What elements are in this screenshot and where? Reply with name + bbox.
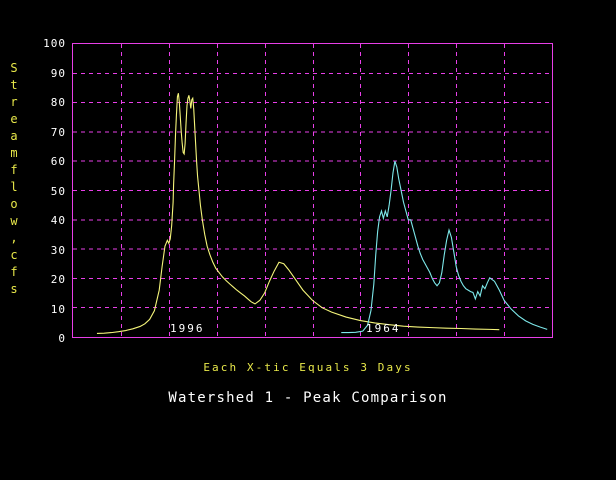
y-tick-label: 70: [50, 125, 66, 139]
annotation-1964: 1964: [366, 322, 401, 335]
annotation-1996: 1996: [170, 322, 205, 335]
y-tick-label: 0: [58, 332, 66, 345]
y-tick-label: 20: [50, 273, 66, 286]
y-axis-title-char: l: [10, 180, 18, 194]
y-tick-label: 40: [50, 214, 66, 227]
series-lines: [96, 93, 548, 335]
chart-title: Watershed 1 - Peak Comparison: [168, 390, 448, 406]
y-axis-title-char: ,: [10, 231, 18, 245]
y-axis-title-char: o: [10, 197, 18, 211]
y-tick-label: 100: [43, 37, 66, 50]
plot-svg: [73, 44, 552, 337]
horizontal-gridlines: [73, 72, 552, 309]
series-line-1964: [341, 161, 548, 334]
y-tick-label: 50: [50, 184, 66, 198]
y-tick-label: 10: [50, 302, 66, 316]
plot-area: [72, 43, 553, 338]
vertical-gridlines: [121, 44, 505, 337]
y-axis-title-char: f: [10, 265, 18, 279]
y-tick-label: 30: [50, 243, 66, 257]
y-axis-title-char: S: [10, 61, 18, 75]
y-axis-title-char: f: [10, 163, 18, 177]
y-tick-label: 80: [50, 96, 66, 109]
x-axis-caption: Each X-tic Equals 3 Days: [203, 361, 413, 374]
y-axis-title-char: t: [10, 78, 18, 92]
y-tick-label: 60: [50, 155, 66, 168]
y-axis-title-char: a: [10, 129, 18, 143]
y-axis-title-char: r: [10, 95, 18, 109]
series-line-1996: [96, 93, 500, 335]
y-axis-title-char: m: [10, 146, 18, 160]
y-axis-tick-labels: 100 90 80 70 60 50 40 30 20 10 0: [26, 0, 66, 480]
y-tick-label: 90: [50, 66, 66, 80]
y-axis-title-char: e: [10, 112, 18, 126]
y-axis-title-char: w: [10, 214, 18, 228]
y-axis-title-char: c: [10, 248, 18, 262]
y-axis-title-char: s: [10, 282, 18, 296]
